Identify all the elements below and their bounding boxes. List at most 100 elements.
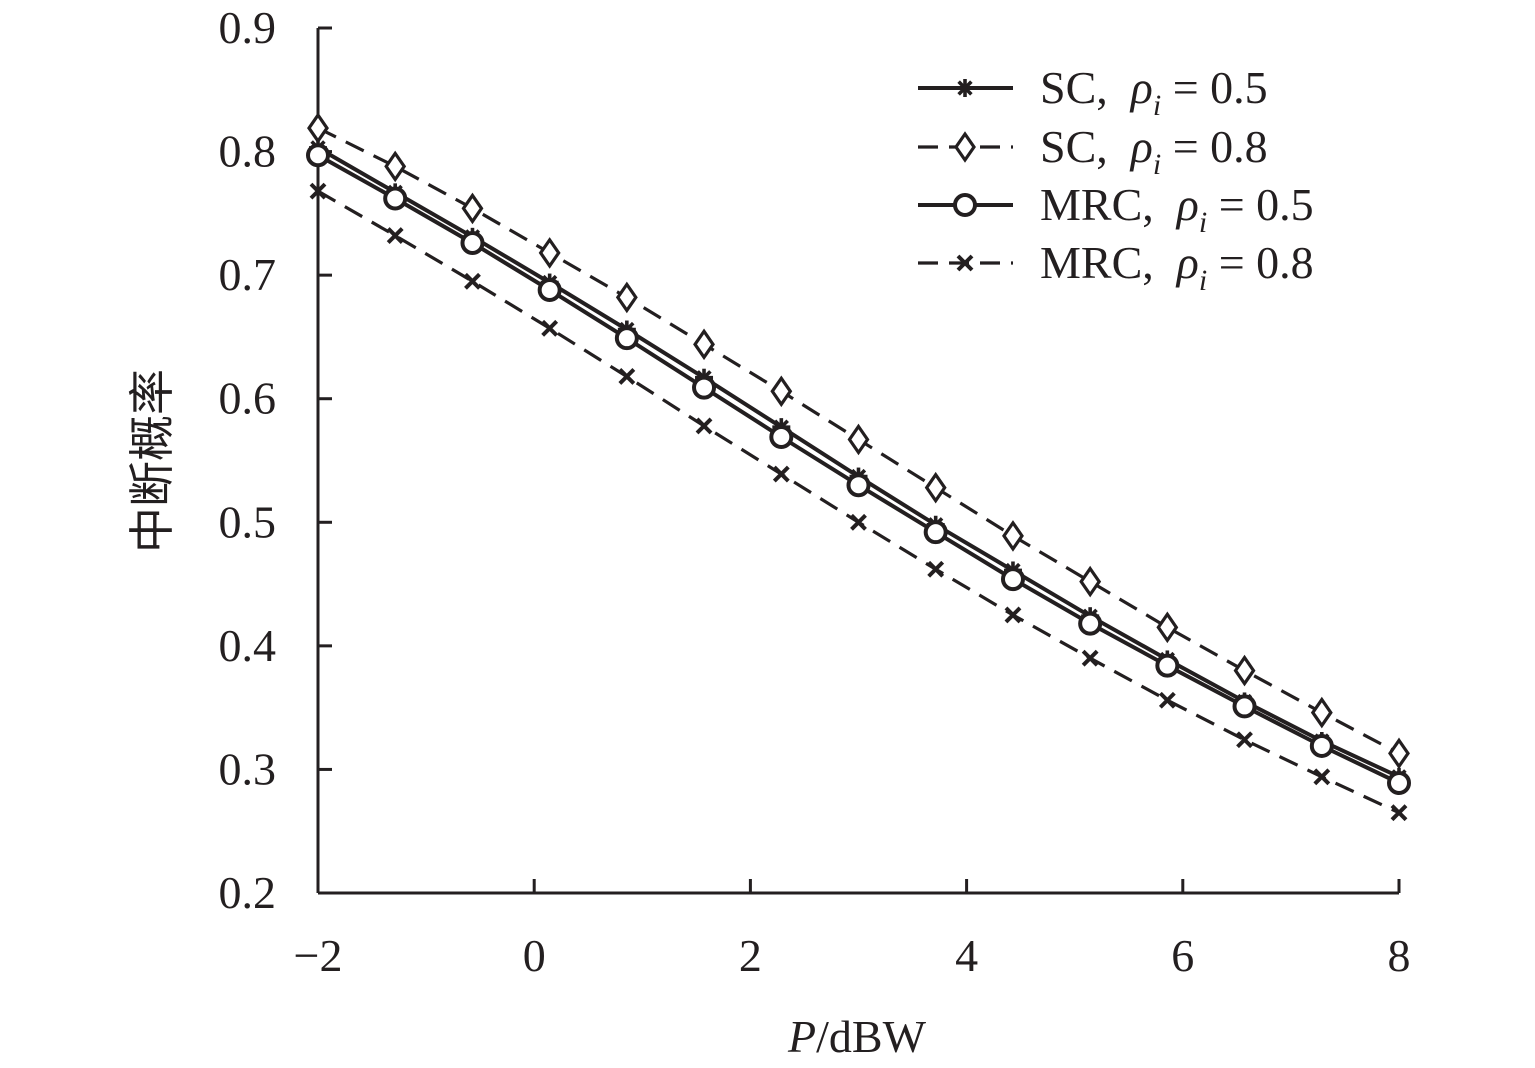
circle-marker-shape <box>1078 611 1103 636</box>
legend-param-value: = 0.8 <box>1161 121 1267 172</box>
series-3-point <box>1232 694 1257 719</box>
legend-marker <box>956 254 974 272</box>
series-4-point <box>927 560 945 578</box>
diamond-marker-shape <box>1079 565 1102 598</box>
legend-label: SC, ρi = 0.8 <box>1040 121 1268 181</box>
circle-marker-shape <box>537 277 562 302</box>
diamond-marker-shape <box>1233 654 1256 687</box>
legend-entry-1: SC, ρi = 0.5 <box>918 62 1268 122</box>
x-marker-stroke <box>1390 804 1408 822</box>
y-axis-label: 中断概率 <box>127 369 178 553</box>
x-marker-stroke <box>956 254 974 272</box>
series-3-point <box>846 473 871 498</box>
series-2-point <box>615 281 638 314</box>
series-3 <box>306 143 1411 796</box>
y-tick-label: 0.9 <box>219 2 277 53</box>
y-tick-label: 0.4 <box>219 620 277 671</box>
series-2-point <box>1002 520 1024 552</box>
series-4-point <box>850 513 867 531</box>
legend-param: ρ <box>1175 179 1199 230</box>
diamond-marker-shape <box>1388 737 1410 770</box>
circle-marker-shape <box>846 473 871 498</box>
x-axis-label-symbol: P <box>787 1011 816 1062</box>
diamond-marker-shape <box>461 192 484 225</box>
series-4-point <box>464 272 481 290</box>
legend-entry-4: MRC, ρi = 0.8 <box>918 237 1314 297</box>
circle-marker-shape <box>923 520 948 545</box>
legend-marker <box>954 131 976 163</box>
series-2-point <box>538 237 561 269</box>
series-3-point <box>383 186 408 211</box>
series-2-point <box>307 112 329 144</box>
legend-marker <box>953 193 977 217</box>
diamond-marker-shape <box>384 150 407 183</box>
diamond-marker-shape <box>954 131 976 163</box>
legend-series-name: SC, <box>1040 121 1131 172</box>
series-2-point <box>847 423 870 456</box>
axes: 0.2 0.3 0.4 0.5 0.6 0.7 0.8 0.9 −2 0 2 4 6 8 <box>219 2 1411 981</box>
x-marker-stroke <box>1081 649 1099 667</box>
series-3-point <box>537 277 562 302</box>
series-3-point <box>692 375 717 400</box>
x-tick-label: 2 <box>739 930 762 981</box>
x-marker-stroke <box>772 465 790 483</box>
circle-marker-shape <box>306 143 330 168</box>
series-4 <box>309 182 1408 822</box>
x-marker-stroke <box>309 182 327 200</box>
series-4-point <box>1081 649 1099 667</box>
series-4-point <box>695 417 713 435</box>
x-axis-label: P/dBW <box>787 1011 927 1062</box>
diamond-marker-shape <box>847 423 870 456</box>
legend-label: SC, ρi = 0.5 <box>1040 62 1268 122</box>
circle-marker-shape <box>1232 694 1257 719</box>
circle-marker-shape <box>460 231 485 256</box>
series-3-point <box>1078 611 1103 636</box>
x-marker-stroke <box>850 513 867 531</box>
series-3-point <box>1000 567 1025 592</box>
series-3-point <box>460 231 485 256</box>
circle-marker-shape <box>1155 653 1180 678</box>
legend-marker <box>956 79 974 97</box>
legend-param: ρ <box>1175 237 1199 288</box>
x-tick-label: 8 <box>1388 930 1411 981</box>
series-3-point <box>614 326 639 351</box>
legend-label: MRC, ρi = 0.8 <box>1040 237 1314 297</box>
x-marker-stroke <box>386 227 404 245</box>
x-axis-label-unit: /dBW <box>816 1011 926 1062</box>
diamond-marker-shape <box>538 237 561 269</box>
circle-marker-shape <box>1387 771 1411 796</box>
series-2-point <box>1079 565 1102 598</box>
y-tick-label: 0.3 <box>219 743 277 794</box>
asterisk-marker-stroke <box>957 80 973 96</box>
series-2 <box>307 112 1410 770</box>
series-3-point <box>1155 653 1180 678</box>
series-3-point <box>1387 771 1411 796</box>
y-tick-label: 0.5 <box>219 496 277 547</box>
diamond-marker-shape <box>924 471 947 504</box>
series-4-point <box>1236 731 1253 749</box>
x-marker-stroke <box>1236 731 1253 749</box>
legend-param-subscript: i <box>1199 206 1207 239</box>
circle-marker-shape <box>614 326 639 351</box>
legend-param-subscript: i <box>1153 89 1161 122</box>
legend-series-name: SC, <box>1040 62 1131 113</box>
series-2-point <box>1310 696 1333 729</box>
series-layer <box>306 112 1411 822</box>
diamond-marker-shape <box>1156 611 1179 644</box>
legend-param: ρ <box>1129 62 1153 113</box>
y-tick-label: 0.2 <box>219 867 277 918</box>
series-2-point <box>1233 654 1256 687</box>
series-4-point <box>541 319 559 337</box>
diamond-marker-shape <box>1002 520 1024 552</box>
circle-marker-shape <box>769 425 794 450</box>
diamond-marker-shape <box>693 328 715 361</box>
circle-marker-shape <box>1309 733 1334 758</box>
series-4-point <box>309 182 327 200</box>
series-3-point <box>769 425 794 450</box>
x-marker-stroke <box>1158 691 1176 709</box>
x-marker-stroke <box>927 560 945 578</box>
x-marker-stroke <box>541 319 559 337</box>
series-2-point <box>924 471 947 504</box>
series-4-point <box>772 465 790 483</box>
